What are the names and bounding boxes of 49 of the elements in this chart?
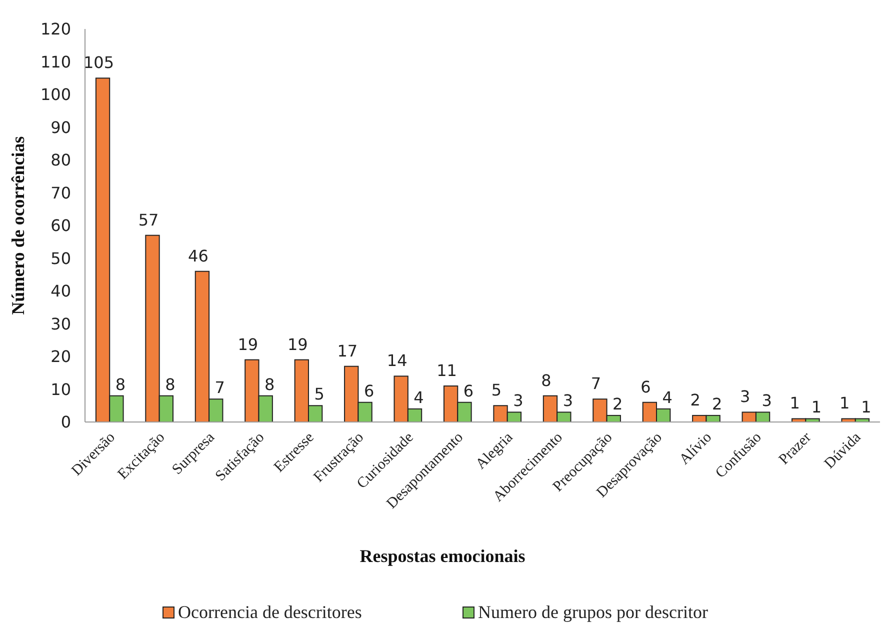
data-label: 6 [463,381,474,400]
data-label: 1 [811,398,822,417]
y-tick-label: 40 [50,282,71,301]
data-label: 3 [762,391,772,410]
data-label: 17 [337,341,358,360]
data-label: 14 [386,351,408,370]
data-label: 3 [740,387,750,406]
data-label: 1 [861,398,872,417]
y-tick-label: 60 [50,216,71,236]
data-label: 8 [541,370,552,390]
data-label: 46 [188,246,208,266]
data-label: 19 [238,334,258,354]
y-tick-label: 30 [50,314,71,334]
data-label: 7 [214,378,225,398]
data-label: 6 [364,381,374,400]
data-label: 1 [839,394,850,413]
data-label: 2 [690,390,700,410]
data-label: 4 [662,388,672,407]
data-label: 19 [287,334,308,354]
data-label: 6 [640,377,651,396]
data-label: 105 [84,53,114,72]
y-tick-label: 50 [50,248,71,268]
data-label: 2 [712,394,722,414]
data-label: 1 [790,394,800,413]
y-tick-label: 90 [50,118,71,137]
y-tick-label: 20 [50,347,71,366]
data-label: 4 [414,388,424,407]
y-tick-label: 0 [60,412,71,432]
data-label: 3 [562,391,574,410]
data-label: 8 [165,374,176,394]
data-label: 8 [264,374,275,394]
y-tick-label: 120 [40,20,71,39]
data-label: 7 [590,374,602,394]
x-axis-title: Respostas emocionais [360,546,526,566]
y-tick-label: 80 [50,150,71,170]
data-label: 5 [491,380,502,400]
y-tick-label: 110 [40,52,71,72]
legend-label: Ocorrencia de descritores [178,602,362,622]
data-label: 2 [612,394,623,414]
y-tick-label: 100 [40,85,71,104]
y-tick-label: 70 [50,183,71,202]
data-label: 11 [436,360,457,380]
data-label: 5 [314,384,324,404]
data-label: 57 [138,210,159,230]
y-tick-label: 10 [50,380,71,399]
y-axis-title: Número de ocorrências [8,136,28,315]
data-label: 3 [513,391,524,410]
data-label: 8 [115,374,126,394]
legend-label: Numero de grupos por descritor [478,602,708,622]
